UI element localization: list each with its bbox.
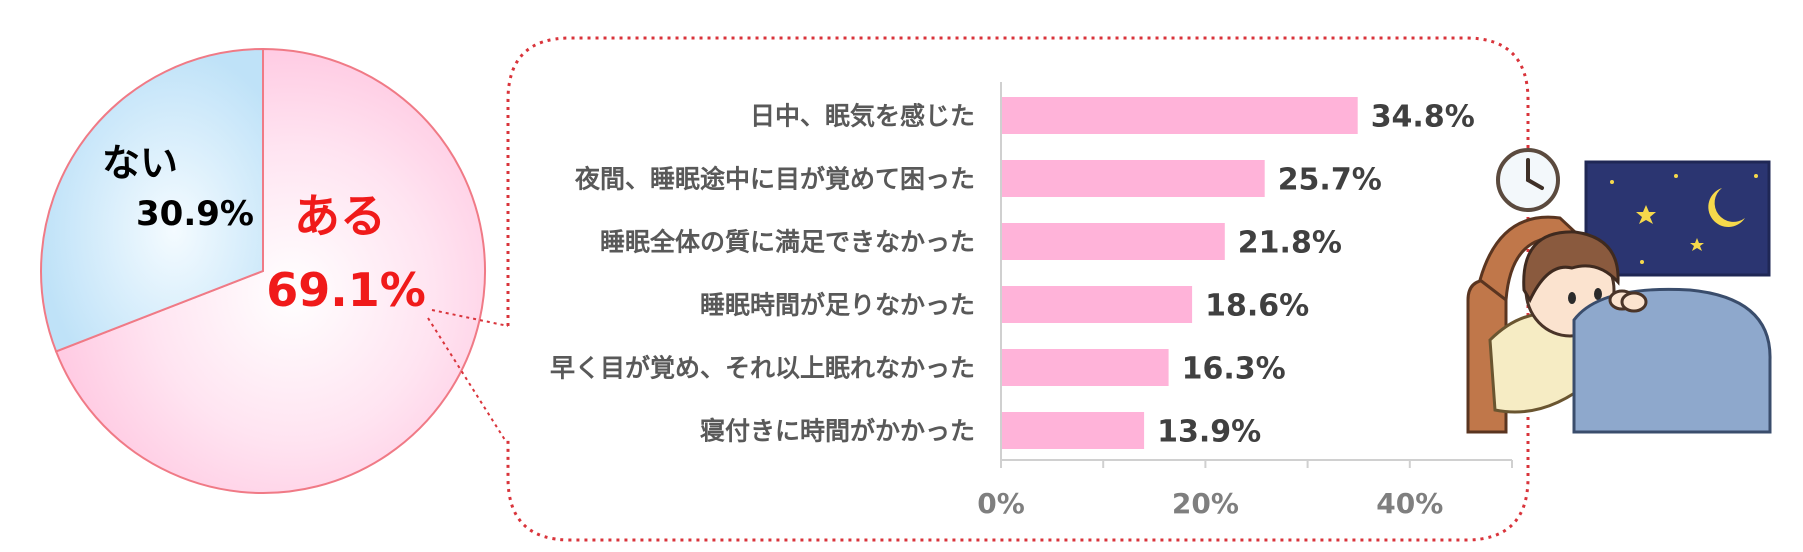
bar bbox=[1002, 160, 1265, 197]
callout-connector-top bbox=[431, 309, 509, 327]
bar-category-label: 寝付きに時間がかかった bbox=[700, 417, 975, 446]
pie-label-yes: ある bbox=[294, 189, 386, 243]
moon-icon bbox=[1708, 188, 1745, 227]
bar-value-label: 25.7% bbox=[1278, 163, 1382, 198]
bar bbox=[1002, 286, 1193, 323]
bar bbox=[1002, 97, 1358, 134]
bar bbox=[1002, 223, 1225, 260]
bar bbox=[1002, 349, 1169, 386]
pie-value-no: 30.9% bbox=[136, 194, 254, 234]
bar-axis-tick-label: 0% bbox=[977, 487, 1025, 520]
pie-slice-yes bbox=[54, 47, 487, 494]
pie-slice-no bbox=[40, 47, 264, 353]
bar-category-label: 睡眠時間が足りなかった bbox=[700, 291, 975, 320]
clock-icon bbox=[1496, 148, 1560, 212]
night-window bbox=[1584, 160, 1771, 277]
bar-value-label: 16.3% bbox=[1182, 352, 1286, 387]
pie-value-yes: 69.1% bbox=[266, 263, 426, 317]
bar-category-label: 睡眠全体の質に満足できなかった bbox=[600, 228, 975, 257]
pie-label-no: ない bbox=[102, 141, 178, 185]
bar-value-label: 34.8% bbox=[1371, 100, 1475, 135]
pie-chart: ない 30.9% ある 69.1% bbox=[40, 47, 487, 494]
bar-axis-tick-label: 40% bbox=[1376, 487, 1443, 520]
bar-category-label: 夜間、睡眠途中に目が覚めて困った bbox=[574, 165, 975, 194]
bar bbox=[1002, 412, 1145, 449]
bar-value-label: 18.6% bbox=[1205, 289, 1309, 324]
bar-category-label: 日中、眠気を感じた bbox=[750, 102, 975, 131]
bar-axis-ticks: 0% 20% 40% bbox=[977, 460, 1513, 520]
bar-marks: 日中、眠気を感じた 34.8% 夜間、睡眠途中に目が覚めて困った 25.7% 睡眠全体の… bbox=[550, 97, 1475, 450]
bar-chart: 0% 20% 40% 日中、眠気を感じた 34.8% 夜間、睡眠途中に目が覚めて困った 2… bbox=[550, 82, 1513, 520]
bar-value-label: 21.8% bbox=[1238, 226, 1342, 261]
star-icon bbox=[1636, 205, 1656, 224]
bar-value-label: 13.9% bbox=[1157, 415, 1261, 450]
star-icon bbox=[1690, 238, 1704, 251]
sleepless-child-illustration bbox=[1466, 215, 1772, 434]
bar-category-label: 早く目が覚め、それ以上眠れなかった bbox=[550, 354, 975, 383]
bar-axis-tick-label: 20% bbox=[1172, 487, 1239, 520]
callout-connector-bottom bbox=[427, 317, 506, 441]
